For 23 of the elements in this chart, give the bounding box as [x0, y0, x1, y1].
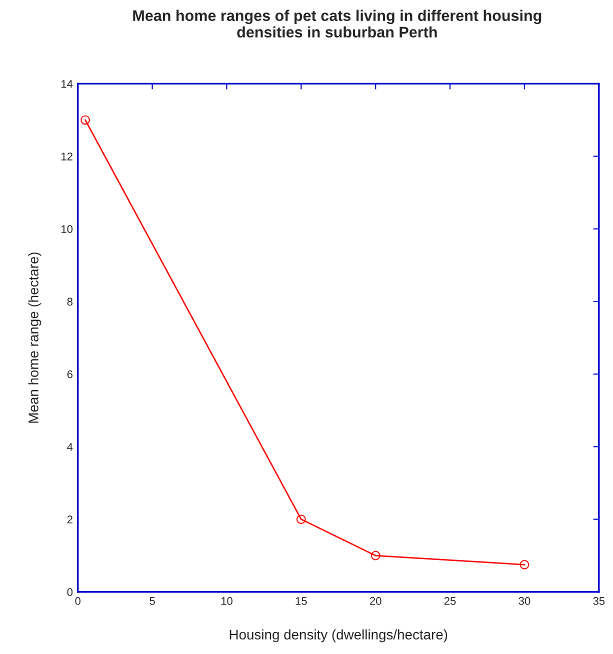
y-tick-label: 10: [61, 225, 73, 234]
x-tick-label: 25: [444, 597, 456, 605]
x-axis-title: Housing density (dwellings/hectare): [230, 629, 448, 642]
x-tick-label: 15: [296, 597, 307, 605]
y-axis-title: Mean home range (hectare): [28, 252, 42, 423]
point: [80, 115, 90, 125]
x-tick-label: 35: [593, 597, 605, 605]
y-tick-label: 0: [67, 588, 73, 596]
y-tick-label: 2: [67, 516, 72, 524]
point: [296, 514, 306, 524]
x-tick-label: 0: [75, 597, 81, 605]
chart-title: Mean home ranges of pet cats living in different housing densities in suburban Perth: [133, 10, 542, 38]
y-tick-label: 4: [67, 443, 73, 451]
x-tick-label: 5: [150, 597, 155, 605]
point: [520, 560, 530, 570]
y-tick-label: 14: [61, 80, 73, 88]
y-tick-label: 12: [61, 152, 72, 160]
y-tick-label: 8: [67, 298, 73, 306]
point: [370, 550, 380, 560]
x-tick-label: 30: [518, 597, 530, 605]
x-tick-label: 10: [221, 597, 232, 605]
y-tick-label: 6: [67, 370, 72, 378]
x-tick-label: 20: [370, 597, 382, 605]
